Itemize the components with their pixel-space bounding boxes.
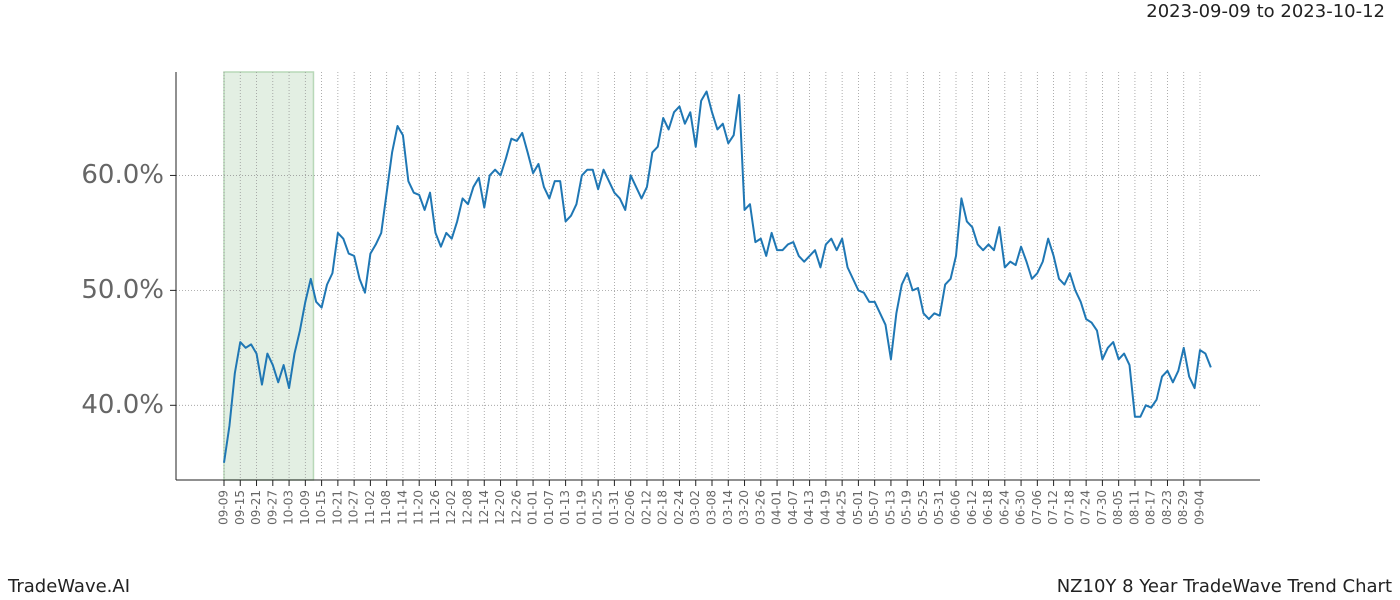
x-tick-label: 08-17 [1144, 490, 1158, 525]
x-tick-label: 02-06 [623, 490, 637, 525]
x-tick-label: 07-24 [1079, 490, 1093, 525]
x-tick-label: 10-21 [330, 490, 344, 525]
x-tick-label: 06-30 [1014, 490, 1028, 525]
x-tick-label: 06-24 [997, 490, 1011, 525]
x-tick-label: 05-13 [883, 490, 897, 525]
x-tick-label: 07-12 [1046, 490, 1060, 525]
x-tick-label: 10-27 [347, 490, 361, 525]
x-tick-label: 08-05 [1111, 490, 1125, 525]
x-tick-label: 12-02 [444, 490, 458, 525]
x-tick-label: 07-06 [1030, 490, 1044, 525]
x-tick-label: 05-07 [867, 490, 881, 525]
x-tick-label: 12-14 [477, 490, 491, 525]
brand: TradeWave.AI [7, 576, 130, 597]
x-tick-label: 01-19 [574, 490, 588, 525]
x-tick-label: 05-31 [932, 490, 946, 525]
chart-title: NZ10Y 8 Year TradeWave Trend Chart [1057, 576, 1392, 597]
x-tick-label: 10-09 [298, 490, 312, 525]
x-tick-label: 10-03 [282, 490, 296, 525]
x-tick-label: 01-25 [591, 490, 605, 525]
trend-line [223, 90, 1212, 463]
x-tick-label: 11-08 [379, 490, 393, 525]
x-tick-label: 03-20 [737, 490, 751, 525]
x-tick-label: 03-26 [753, 490, 767, 525]
y-tick-label: 50.0% [81, 275, 164, 305]
x-tick-label: 05-01 [851, 490, 865, 525]
x-tick-label: 01-13 [558, 490, 572, 525]
x-tick-label: 04-19 [818, 490, 832, 525]
x-tick-label: 12-08 [461, 490, 475, 525]
x-tick-label: 02-12 [639, 490, 653, 525]
x-tick-label: 05-25 [916, 490, 930, 525]
x-tick-label: 03-02 [688, 490, 702, 525]
x-tick-label: 03-14 [721, 490, 735, 525]
x-tick-label: 01-07 [542, 490, 556, 525]
x-tick-label: 05-19 [900, 490, 914, 525]
x-tick-label: 04-13 [802, 490, 816, 525]
x-tick-label: 04-01 [770, 490, 784, 525]
x-tick-label: 03-08 [705, 490, 719, 525]
y-tick-label: 60.0% [81, 160, 164, 190]
x-tick-label: 11-02 [363, 490, 377, 525]
x-tick-label: 04-25 [835, 490, 849, 525]
x-tick-label: 11-20 [412, 490, 426, 525]
y-tick-label: 40.0% [81, 390, 164, 420]
x-tick-label: 08-23 [1160, 490, 1174, 525]
x-tick-label: 07-18 [1062, 490, 1076, 525]
x-tick-label: 08-11 [1127, 490, 1141, 525]
x-tick-label: 07-30 [1095, 490, 1109, 525]
x-tick-label: 09-15 [233, 490, 247, 525]
x-tick-label: 06-18 [981, 490, 995, 525]
date-range: 2023-09-09 to 2023-10-12 [1146, 1, 1385, 22]
x-tick-label: 09-27 [265, 490, 279, 525]
x-tick-label: 09-04 [1193, 490, 1207, 525]
x-tick-label: 04-07 [786, 490, 800, 525]
x-tick-label: 06-12 [965, 490, 979, 525]
x-tick-label: 12-20 [493, 490, 507, 525]
x-tick-label: 02-24 [672, 490, 686, 525]
x-tick-label: 02-18 [656, 490, 670, 525]
x-tick-label: 09-09 [217, 490, 231, 525]
x-tick-label: 01-31 [607, 490, 621, 525]
x-tick-label: 06-06 [949, 490, 963, 525]
x-tick-label: 12-26 [509, 490, 523, 525]
x-tick-label: 09-21 [249, 490, 263, 525]
x-tick-label: 08-29 [1176, 490, 1190, 525]
x-tick-label: 11-14 [395, 490, 409, 525]
x-tick-label: 10-15 [314, 490, 328, 525]
highlight-span [223, 71, 315, 481]
x-tick-label: 01-01 [526, 490, 540, 525]
x-tick-label: 11-26 [428, 490, 442, 525]
